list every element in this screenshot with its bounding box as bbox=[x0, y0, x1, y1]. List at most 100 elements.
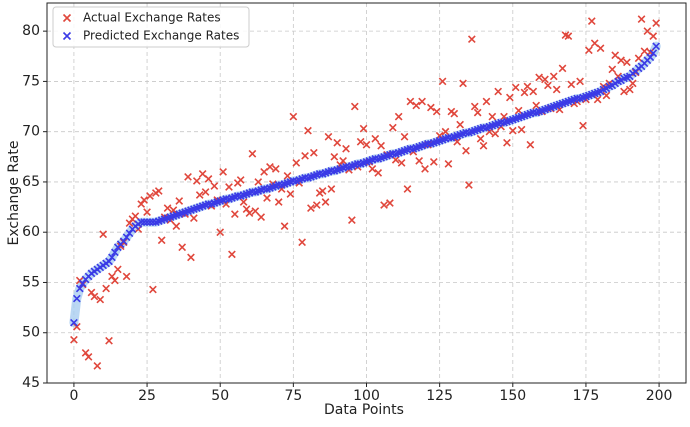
point bbox=[184, 173, 192, 181]
point bbox=[230, 210, 239, 218]
point bbox=[453, 137, 462, 146]
point bbox=[503, 138, 511, 147]
point bbox=[245, 209, 254, 217]
point bbox=[137, 218, 146, 227]
point bbox=[649, 49, 658, 58]
point bbox=[511, 83, 520, 92]
point bbox=[476, 134, 485, 143]
point bbox=[348, 216, 356, 225]
point bbox=[96, 295, 105, 304]
point bbox=[111, 248, 119, 257]
point bbox=[564, 32, 573, 41]
x-tick-label: 150 bbox=[499, 388, 526, 404]
point bbox=[292, 158, 301, 167]
plot-frame bbox=[46, 2, 687, 384]
point bbox=[140, 196, 149, 204]
point bbox=[482, 97, 491, 106]
point bbox=[111, 276, 119, 285]
x-tick-label: 200 bbox=[646, 388, 673, 404]
point bbox=[406, 144, 415, 153]
point bbox=[473, 108, 482, 117]
point bbox=[388, 149, 397, 158]
point bbox=[342, 162, 350, 171]
point bbox=[263, 194, 271, 202]
y-tick-label: 70 bbox=[22, 124, 40, 140]
point bbox=[301, 151, 309, 160]
point bbox=[172, 222, 181, 231]
legend-marker bbox=[62, 31, 72, 41]
point bbox=[412, 101, 421, 110]
legend-marker bbox=[62, 13, 72, 23]
point bbox=[236, 176, 245, 184]
point bbox=[339, 156, 347, 165]
point bbox=[280, 222, 289, 231]
point bbox=[620, 87, 628, 96]
point bbox=[386, 199, 394, 207]
legend-label: Predicted Exchange Rates bbox=[83, 29, 239, 43]
point bbox=[462, 146, 470, 155]
point bbox=[526, 140, 535, 149]
point bbox=[93, 362, 102, 370]
point bbox=[204, 175, 213, 183]
y-tick-label: 75 bbox=[22, 73, 40, 89]
point bbox=[377, 141, 385, 150]
point bbox=[330, 152, 339, 161]
point bbox=[204, 200, 213, 208]
point bbox=[318, 187, 327, 195]
point bbox=[470, 102, 479, 111]
point bbox=[406, 97, 415, 106]
point bbox=[371, 154, 380, 163]
point bbox=[324, 132, 333, 141]
point bbox=[254, 178, 263, 186]
point bbox=[362, 140, 371, 149]
point bbox=[298, 238, 306, 247]
point bbox=[438, 77, 447, 86]
point bbox=[552, 85, 561, 94]
point bbox=[459, 79, 467, 88]
point bbox=[579, 121, 587, 130]
point bbox=[558, 64, 567, 73]
point bbox=[289, 112, 298, 121]
point bbox=[403, 185, 412, 193]
point bbox=[529, 87, 538, 96]
point bbox=[315, 170, 324, 178]
point bbox=[505, 93, 514, 102]
y-tick-label: 60 bbox=[22, 224, 40, 240]
point bbox=[429, 157, 438, 166]
x-axis-label: Data Points bbox=[324, 402, 404, 418]
y-tick-label: 55 bbox=[22, 274, 40, 290]
point bbox=[587, 17, 596, 25]
point bbox=[274, 181, 283, 189]
point bbox=[219, 168, 228, 176]
point bbox=[497, 118, 505, 127]
point bbox=[178, 243, 187, 252]
point bbox=[312, 201, 321, 209]
point bbox=[321, 198, 330, 206]
point bbox=[529, 108, 538, 117]
point bbox=[652, 42, 661, 51]
x-tick-label: 175 bbox=[573, 388, 600, 404]
point bbox=[260, 185, 268, 193]
point bbox=[289, 177, 298, 185]
point bbox=[623, 58, 631, 67]
point bbox=[271, 165, 280, 173]
y-tick-label: 45 bbox=[22, 375, 40, 391]
point bbox=[541, 75, 549, 84]
point bbox=[544, 81, 552, 90]
point bbox=[72, 294, 81, 303]
point bbox=[146, 218, 154, 227]
point bbox=[169, 206, 178, 214]
point bbox=[573, 94, 582, 103]
point bbox=[462, 128, 470, 137]
point bbox=[494, 87, 503, 96]
point bbox=[397, 158, 406, 167]
point bbox=[149, 285, 157, 294]
point bbox=[266, 162, 274, 171]
point bbox=[309, 148, 318, 157]
point bbox=[251, 207, 260, 215]
x-tick-label: 0 bbox=[69, 388, 78, 404]
point bbox=[122, 272, 131, 281]
x-tick-label: 25 bbox=[138, 388, 156, 404]
point bbox=[637, 15, 646, 23]
point bbox=[388, 123, 397, 132]
